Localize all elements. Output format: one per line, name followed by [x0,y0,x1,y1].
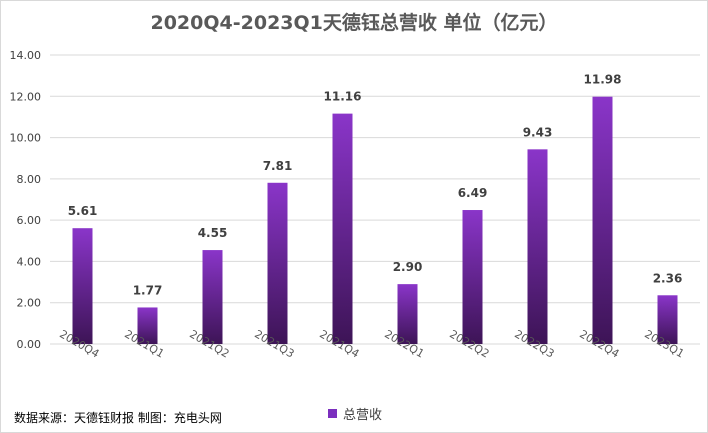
data-label: 5.61 [68,204,98,218]
bar [267,182,288,344]
data-label: 2.36 [653,271,683,285]
source-note: 数据来源：天德钰财报 制图：充电头网 [14,411,222,425]
bar [72,228,93,344]
data-label: 4.55 [198,226,228,240]
bar [657,295,678,344]
bar [527,149,548,344]
bar [592,96,613,344]
legend-swatch [328,409,337,418]
chart-title: 2020Q4-2023Q1天德钰总营收 单位（亿元） [150,12,558,34]
y-tick-label: 14.00 [10,49,42,62]
legend-label: 总营收 [343,408,383,423]
y-tick-label: 12.00 [10,90,42,103]
y-tick-label: 10.00 [10,132,42,145]
bar [332,113,353,344]
data-label: 6.49 [458,186,488,200]
data-label: 11.98 [584,73,622,87]
y-tick-label: 8.00 [17,173,42,186]
y-tick-label: 0.00 [17,338,42,351]
bar [137,307,158,344]
y-tick-label: 2.00 [17,297,42,310]
y-tick-label: 6.00 [17,214,42,227]
data-label: 1.77 [133,283,163,297]
data-label: 2.90 [393,260,423,274]
data-label: 9.43 [523,125,553,139]
bar [462,210,483,344]
bar [202,250,223,344]
data-label: 11.16 [324,90,362,104]
bar [397,284,418,344]
chart-legend: 总营收 [328,404,382,423]
y-tick-label: 4.00 [17,255,42,268]
data-label: 7.81 [263,159,293,173]
